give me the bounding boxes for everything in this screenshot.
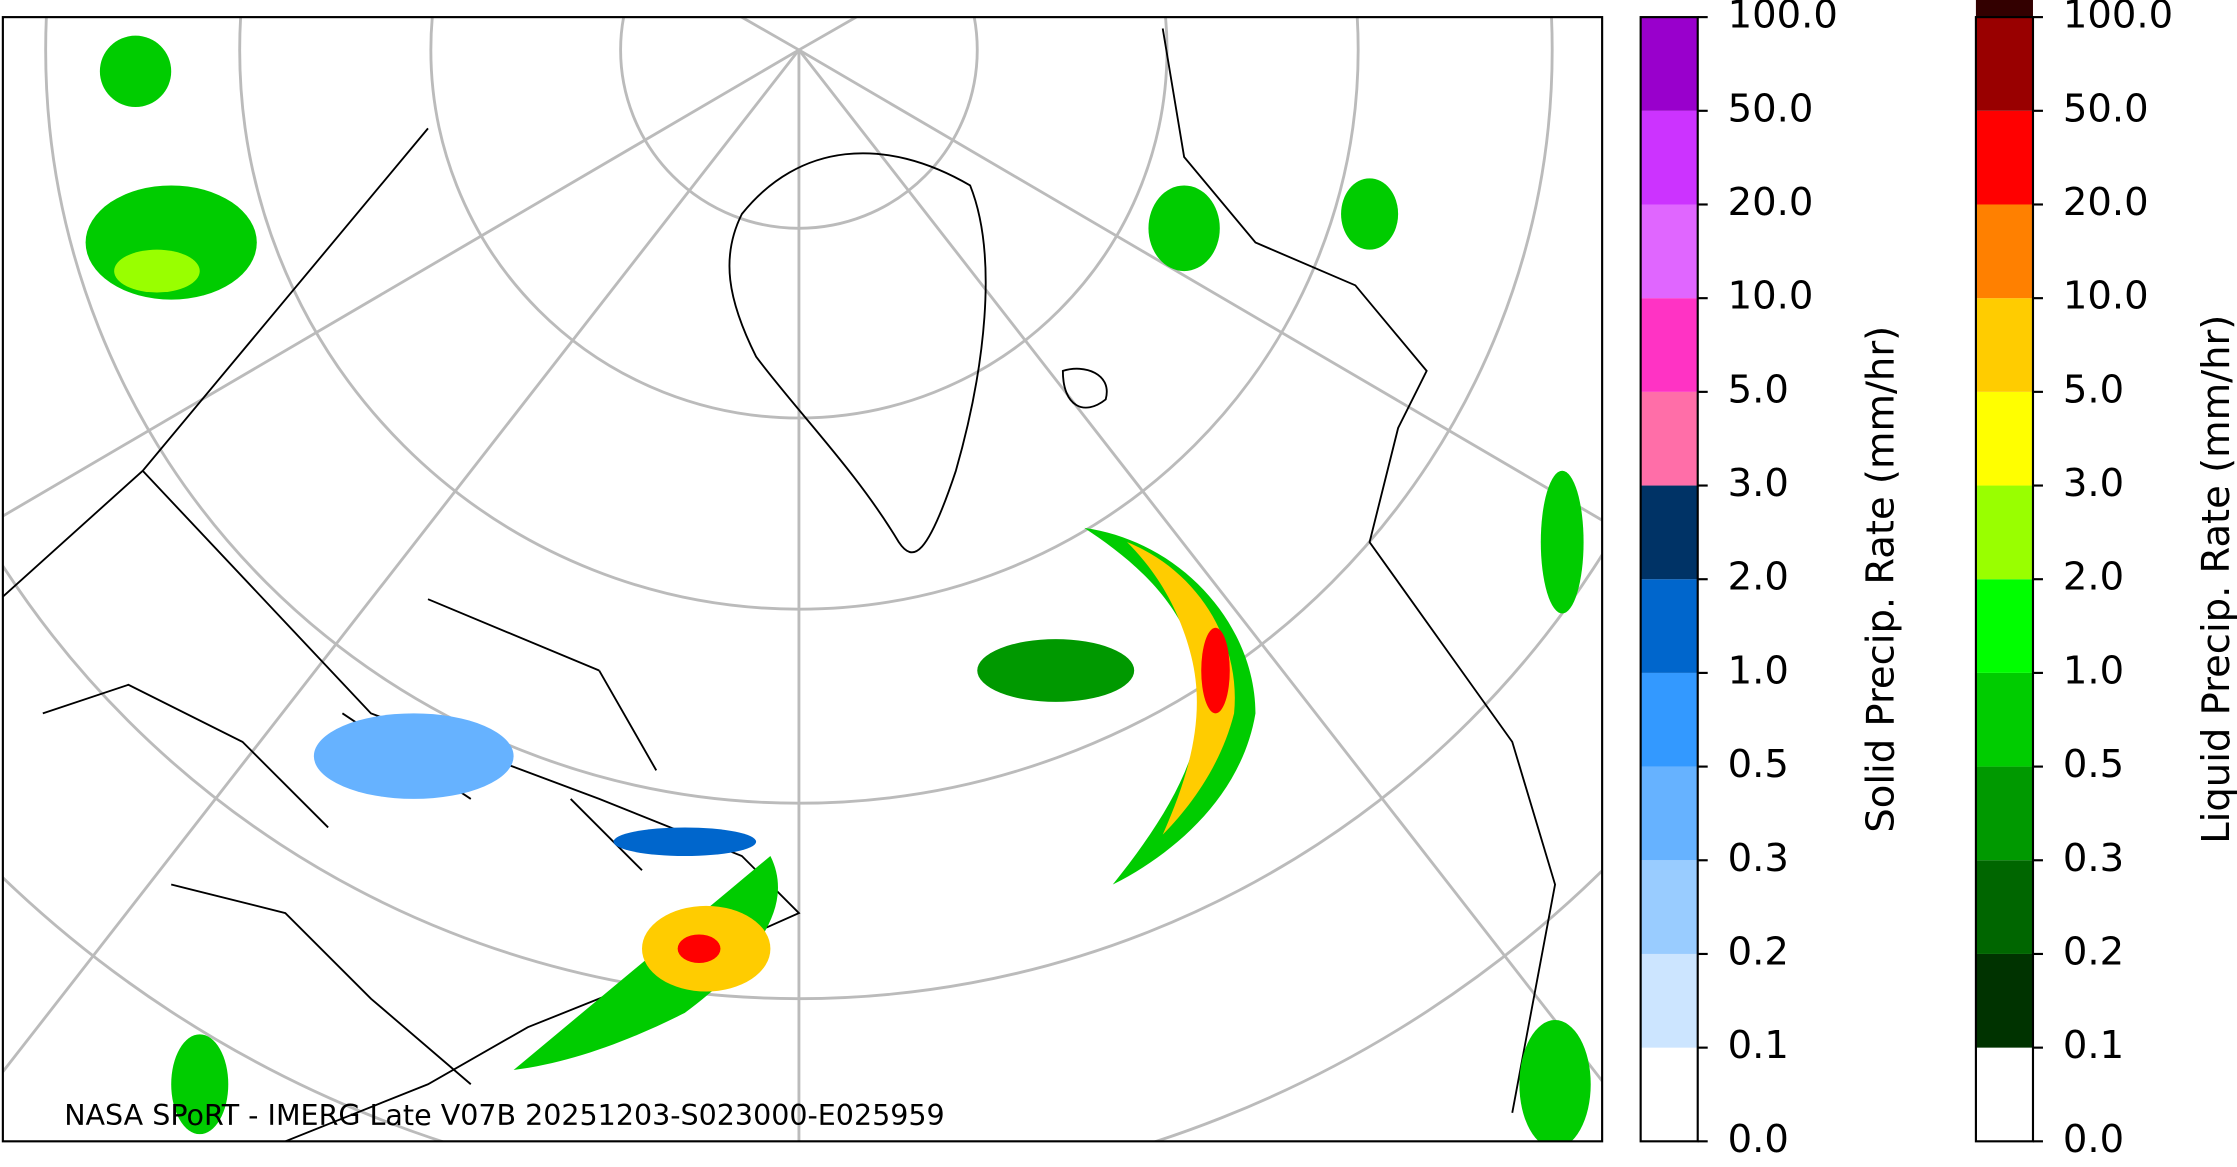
precipitation <box>85 35 1591 1142</box>
colorbar-segment <box>1975 953 2033 1048</box>
colorbar-segment <box>1640 766 1698 861</box>
map-area: NASA SPoRT - IMERG Late V07B 20251203-S0… <box>2 17 1603 1142</box>
colorbar-segment <box>1975 672 2033 767</box>
colorbar-segment <box>1975 17 2033 111</box>
colorbar-tick-label: 0.3 <box>1728 836 1789 881</box>
colorbar-segment <box>1975 766 2033 861</box>
colorbar-tick-label: 20.0 <box>1728 180 1814 225</box>
colorbar-label: Liquid Precip. Rate (mm/hr) <box>2194 315 2237 844</box>
colorbar-segment <box>1975 110 2033 205</box>
colorbar-tick-label: 5.0 <box>1728 367 1789 412</box>
colorbar-tick-label: 3.0 <box>1728 461 1789 506</box>
colorbar-tick-label: 50.0 <box>1728 86 1814 131</box>
colorbar-segment <box>1975 391 2033 486</box>
colorbar-label: Solid Precip. Rate (mm/hr) <box>1859 326 1904 833</box>
map-frame <box>1 16 1604 1143</box>
colorbar-segment <box>1640 1047 1698 1142</box>
colorbar-tick-label: 100.0 <box>2063 0 2173 38</box>
colorbar-tick-label: 1.0 <box>2063 648 2124 693</box>
colorbar-segment <box>1975 298 2033 392</box>
colorbar-tick-label: 20.0 <box>2063 180 2149 225</box>
colorbar-segment <box>1975 1047 2033 1142</box>
colorbar-segment <box>1640 860 1698 954</box>
colorbar-tick-label: 0.1 <box>2063 1023 2124 1068</box>
colorbar-segment <box>1640 579 1698 673</box>
colorbar-tick-label: 0.5 <box>2063 742 2124 787</box>
credit-text: NASA SPoRT - IMERG Late V07B 20251203-S0… <box>64 1099 944 1132</box>
colorbar-segment <box>1640 953 1698 1048</box>
colorbar-tick-label: 1.0 <box>1728 648 1789 693</box>
colorbar-segment <box>1640 17 1698 111</box>
colorbar-segment <box>1640 672 1698 767</box>
colorbar-tick-label: 0.1 <box>1728 1023 1789 1068</box>
colorbar-tick-label: 0.2 <box>2063 929 2124 974</box>
colorbar-tick-label: 0.5 <box>1728 742 1789 787</box>
colorbar-tick-label: 0.3 <box>2063 836 2124 881</box>
colorbar-tick-label: 5.0 <box>2063 367 2124 412</box>
colorbar-tick-label: 2.0 <box>2063 555 2124 600</box>
colorbar-tick-label: 50.0 <box>2063 86 2149 131</box>
colorbar-segment <box>1975 0 2033 18</box>
colorbar-segment <box>1640 485 1698 580</box>
colorbar-segment <box>1640 391 1698 486</box>
colorbar-tick-label: 0.0 <box>1728 1117 1789 1162</box>
colorbar-segment <box>1975 204 2033 299</box>
colorbar-tick-label: 2.0 <box>1728 555 1789 600</box>
colorbar-segment <box>1640 204 1698 299</box>
colorbar-segment <box>1975 860 2033 954</box>
colorbar-tick-label: 100.0 <box>1728 0 1838 38</box>
colorbar-segment <box>1975 485 2033 580</box>
colorbar-tick-label: 10.0 <box>2063 274 2149 319</box>
colorbar-segment <box>1640 110 1698 205</box>
colorbar-tick-label: 10.0 <box>1728 274 1814 319</box>
colorbar-segment <box>1640 298 1698 392</box>
colorbar-tick-label: 0.2 <box>1728 929 1789 974</box>
colorbars: 0.0 0.1 0.2 0.3 0.5 1.0 2.0 3.0 5.0 10.0 20.0 50.0 1… <box>1639 0 2237 1162</box>
colorbar-tick-label: 0.0 <box>2063 1117 2124 1162</box>
colorbar-tick-label: 3.0 <box>2063 461 2124 506</box>
colorbar-segment <box>1975 579 2033 673</box>
